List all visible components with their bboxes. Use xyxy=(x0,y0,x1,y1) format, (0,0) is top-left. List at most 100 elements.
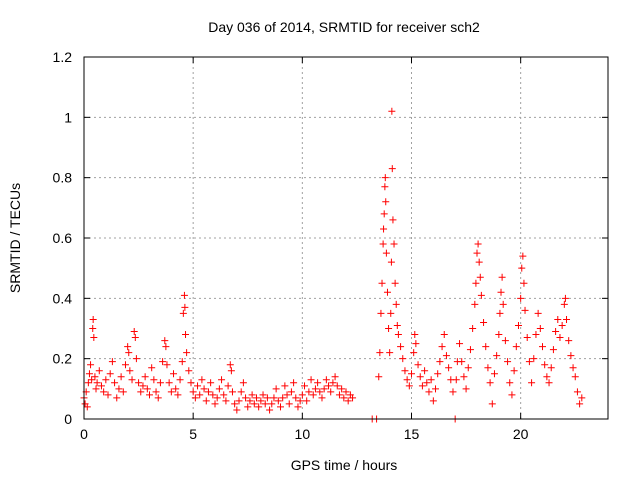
data-point xyxy=(298,391,306,399)
data-point xyxy=(231,400,239,408)
data-point xyxy=(477,291,485,299)
data-point xyxy=(307,376,315,384)
data-point xyxy=(338,385,346,393)
data-point xyxy=(331,373,339,381)
y-tick-label: 1.2 xyxy=(53,49,73,65)
data-point xyxy=(290,379,298,387)
x-tick-label: 5 xyxy=(189,426,197,442)
data-point xyxy=(88,376,96,384)
data-point xyxy=(143,385,151,393)
data-point xyxy=(501,337,509,345)
data-point xyxy=(466,346,474,354)
data-point xyxy=(198,376,206,384)
data-point xyxy=(100,388,108,396)
data-point xyxy=(510,367,518,375)
data-point xyxy=(141,373,149,381)
data-point xyxy=(536,325,544,332)
data-point xyxy=(235,397,243,405)
data-point xyxy=(549,346,557,354)
data-point xyxy=(342,388,350,396)
data-point xyxy=(344,397,352,405)
data-point xyxy=(246,397,254,405)
data-point xyxy=(552,328,560,336)
data-point xyxy=(156,379,164,387)
data-point xyxy=(408,370,415,378)
data-point xyxy=(130,328,138,336)
data-point xyxy=(196,391,204,399)
data-point xyxy=(376,349,384,357)
data-point xyxy=(154,394,162,402)
data-point xyxy=(180,291,188,299)
data-point xyxy=(272,385,280,393)
data-point xyxy=(135,379,143,387)
data-point xyxy=(573,388,581,396)
data-point xyxy=(292,394,300,402)
data-point xyxy=(490,370,498,378)
data-point xyxy=(239,379,247,387)
data-point xyxy=(303,397,311,405)
data-point xyxy=(517,294,525,302)
data-point xyxy=(274,397,282,405)
data-point xyxy=(469,325,477,332)
data-point xyxy=(176,376,184,384)
data-point xyxy=(460,373,468,381)
data-point xyxy=(379,240,387,248)
y-tick-labels: 0 0.2 0.4 0.6 0.8 1 1.2 xyxy=(53,49,73,427)
data-point xyxy=(445,364,453,372)
data-point xyxy=(429,397,437,405)
data-point xyxy=(296,397,304,405)
data-points xyxy=(80,107,586,423)
data-point xyxy=(244,403,252,411)
data-point xyxy=(213,394,221,402)
data-point xyxy=(305,388,313,396)
data-point xyxy=(380,210,388,218)
data-point xyxy=(462,385,470,393)
data-point xyxy=(185,367,193,375)
data-point xyxy=(340,394,348,402)
data-point xyxy=(218,376,226,384)
data-point xyxy=(263,394,271,402)
data-point xyxy=(211,400,219,408)
data-point xyxy=(458,358,466,366)
data-point xyxy=(285,400,293,408)
data-point xyxy=(148,364,156,372)
data-point xyxy=(449,388,457,396)
data-point xyxy=(382,198,390,206)
data-point xyxy=(181,303,189,311)
data-point xyxy=(412,340,420,348)
data-point xyxy=(89,315,97,323)
data-point xyxy=(391,279,399,287)
data-point xyxy=(106,370,114,378)
data-point xyxy=(279,394,287,402)
data-point xyxy=(375,373,383,381)
y-tick-label: 0.2 xyxy=(53,351,73,367)
data-point xyxy=(207,379,215,387)
data-point xyxy=(539,343,546,351)
data-point xyxy=(476,273,484,281)
data-point xyxy=(132,355,140,363)
data-point xyxy=(187,379,195,387)
x-tick-label: 15 xyxy=(404,426,420,442)
data-point xyxy=(383,288,391,296)
data-point xyxy=(89,325,97,332)
data-point xyxy=(226,361,234,369)
data-point xyxy=(387,309,395,317)
data-point xyxy=(83,403,91,411)
data-point xyxy=(486,379,494,387)
data-point xyxy=(488,400,496,408)
data-point xyxy=(556,334,564,342)
data-point xyxy=(152,388,160,396)
data-point xyxy=(124,343,132,351)
data-point xyxy=(150,376,158,384)
data-point xyxy=(222,397,230,405)
data-point xyxy=(179,309,187,317)
data-point xyxy=(91,373,99,381)
data-point xyxy=(316,388,324,396)
data-point xyxy=(399,355,407,363)
data-point xyxy=(418,382,426,390)
data-point xyxy=(183,349,191,357)
data-point xyxy=(512,343,520,351)
data-point xyxy=(381,174,389,182)
data-point xyxy=(117,373,125,381)
data-point xyxy=(411,331,419,339)
